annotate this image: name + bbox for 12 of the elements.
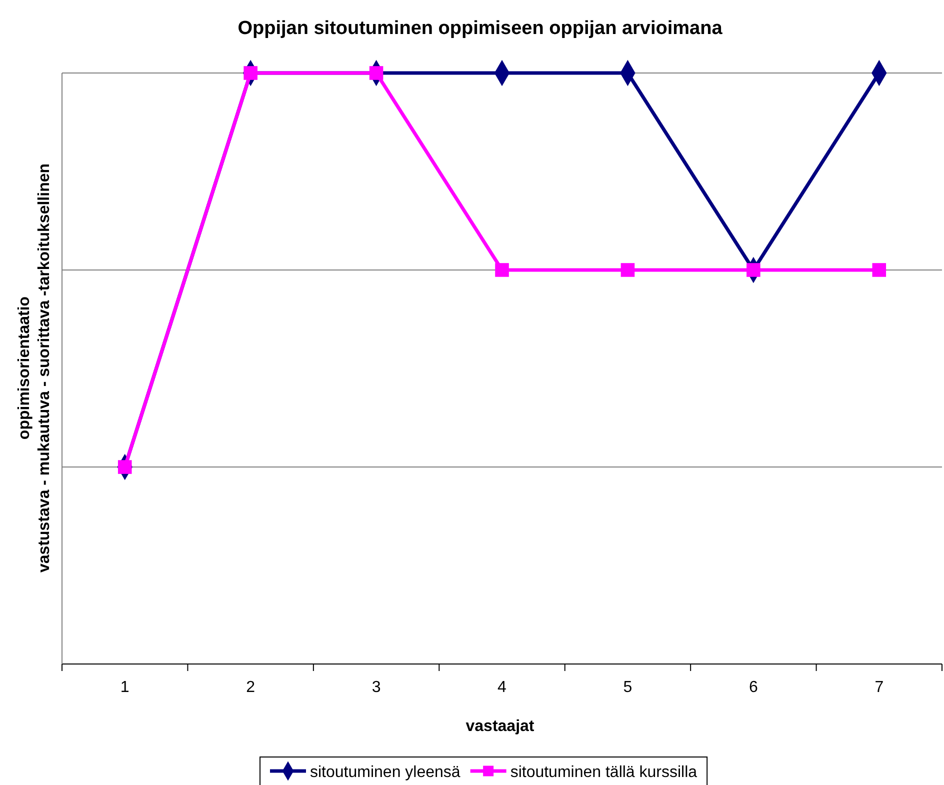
y-axis-title: oppimisorientaatio vastustava - mukautuva - suorittava -tarkoituksellinen xyxy=(16,163,53,573)
x-tick-label: 4 xyxy=(498,679,507,696)
x-tick-label: 5 xyxy=(623,679,632,696)
x-axis-title: vastaajat xyxy=(466,718,535,735)
x-tick-label: 1 xyxy=(120,679,130,696)
x-tick-label: 2 xyxy=(246,679,256,696)
x-tick-label: 3 xyxy=(372,679,381,696)
legend-label: sitoutuminen tällä kurssilla xyxy=(510,764,698,781)
x-tick-label: 7 xyxy=(874,679,884,696)
chart-title: Oppijan sitoutuminen oppimiseen oppijan arvioimana xyxy=(238,18,723,39)
x-tick-label: 6 xyxy=(748,679,758,696)
legend-label: sitoutuminen yleensä xyxy=(310,764,460,781)
